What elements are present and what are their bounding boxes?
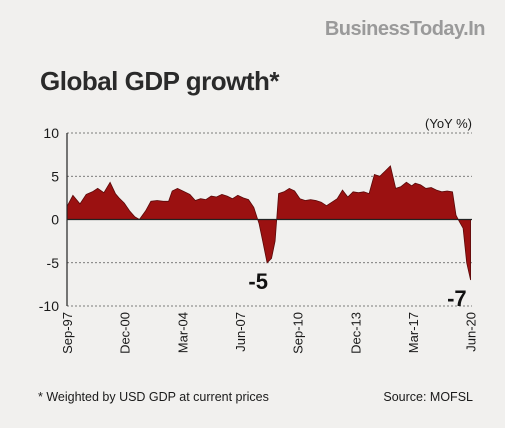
x-tick-label: Sep-97 [60, 312, 75, 354]
annotation-label: -7 [447, 286, 467, 311]
annotation-label: -5 [248, 269, 268, 294]
x-tick-label: Mar-04 [175, 312, 190, 353]
x-tick-label: Mar-17 [406, 312, 421, 353]
y-tick-label: 0 [51, 212, 59, 228]
x-tick-label: Jun-20 [464, 312, 479, 352]
grid-lines [67, 132, 472, 307]
y-tick-label: 10 [43, 125, 59, 141]
gdp-area-series [66, 165, 471, 281]
y-tick-label: 5 [51, 168, 59, 184]
unit-label: (YoY %) [425, 116, 472, 131]
x-tick-labels: Sep-97 Dec-00 Mar-04 Jun-07 Sep-10 Dec-13 Mar-… [60, 312, 479, 354]
footnote: * Weighted by USD GDP at current prices [38, 390, 269, 404]
annotations: -5 -7 [248, 269, 466, 311]
x-tick-label: Sep-10 [291, 312, 306, 354]
y-tick-label: -10 [39, 298, 59, 314]
source-note: Source: MOFSL [383, 390, 473, 404]
y-tick-label: -5 [47, 255, 60, 271]
y-tick-labels: 10 5 0 -5 -10 [39, 125, 59, 314]
x-tick-label: Jun-07 [233, 312, 248, 352]
x-tick-label: Dec-00 [118, 312, 133, 354]
chart-title: Global GDP growth* [40, 66, 279, 96]
x-tick-label: Dec-13 [348, 312, 363, 354]
brand-logo: BusinessToday.In [324, 18, 486, 40]
